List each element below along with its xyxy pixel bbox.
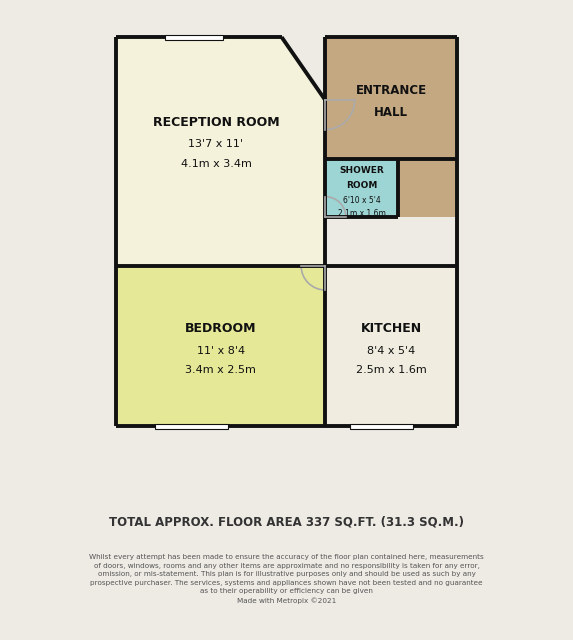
Text: 2.1m x 1.6m: 2.1m x 1.6m bbox=[338, 209, 386, 218]
Text: KITCHEN: KITCHEN bbox=[360, 323, 422, 335]
Text: TOTAL APPROX. FLOOR AREA 337 SQ.FT. (31.3 SQ.M.): TOTAL APPROX. FLOOR AREA 337 SQ.FT. (31.… bbox=[109, 515, 464, 528]
Bar bbox=[116, 266, 325, 426]
Bar bbox=[325, 159, 398, 217]
Bar bbox=[165, 35, 223, 40]
Bar bbox=[325, 266, 457, 426]
Text: SHOWER: SHOWER bbox=[340, 166, 384, 175]
Text: Whilst every attempt has been made to ensure the accuracy of the floor plan cont: Whilst every attempt has been made to en… bbox=[89, 554, 484, 604]
Text: ROOM: ROOM bbox=[346, 181, 378, 190]
Text: 8'4 x 5'4: 8'4 x 5'4 bbox=[367, 346, 415, 356]
Bar bbox=[155, 424, 228, 429]
Text: 3.4m x 2.5m: 3.4m x 2.5m bbox=[186, 365, 256, 375]
Text: HALL: HALL bbox=[374, 106, 408, 119]
Bar bbox=[325, 37, 457, 159]
Text: RECEPTION ROOM: RECEPTION ROOM bbox=[152, 116, 279, 129]
Text: 6'10 x 5'4: 6'10 x 5'4 bbox=[343, 196, 381, 205]
Polygon shape bbox=[116, 37, 325, 266]
Text: BEDROOM: BEDROOM bbox=[185, 323, 257, 335]
Text: ENTRANCE: ENTRANCE bbox=[355, 84, 427, 97]
Text: 4.1m x 3.4m: 4.1m x 3.4m bbox=[180, 159, 252, 168]
Text: 11' x 8'4: 11' x 8'4 bbox=[197, 346, 245, 356]
Text: 13'7 x 11': 13'7 x 11' bbox=[189, 139, 244, 149]
Bar bbox=[325, 159, 457, 217]
Bar bbox=[350, 424, 413, 429]
Text: 2.5m x 1.6m: 2.5m x 1.6m bbox=[356, 365, 426, 375]
